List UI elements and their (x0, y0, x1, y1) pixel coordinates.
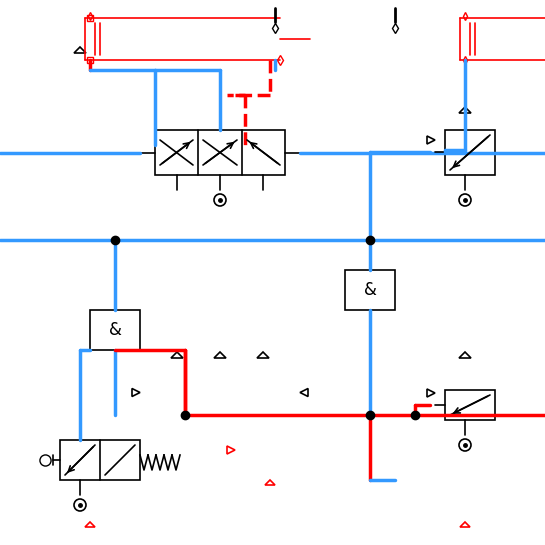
Polygon shape (74, 47, 86, 53)
Circle shape (459, 439, 471, 451)
Polygon shape (459, 352, 471, 358)
Polygon shape (132, 389, 140, 397)
Polygon shape (265, 480, 275, 485)
Polygon shape (427, 389, 435, 397)
Text: &: & (364, 281, 377, 299)
Text: &: & (108, 321, 122, 339)
Circle shape (74, 499, 86, 511)
Bar (60, 440, 140, 480)
Bar (445, 390, 495, 420)
Bar (90, 310, 140, 350)
Polygon shape (300, 389, 308, 397)
Bar (445, 130, 495, 175)
Polygon shape (257, 352, 269, 358)
Polygon shape (427, 136, 435, 144)
Bar (345, 270, 395, 310)
Polygon shape (171, 352, 183, 358)
Circle shape (459, 194, 471, 206)
Polygon shape (214, 352, 226, 358)
Polygon shape (227, 446, 235, 454)
Bar (155, 130, 285, 175)
Circle shape (214, 194, 226, 206)
Polygon shape (85, 522, 95, 527)
Polygon shape (459, 107, 471, 113)
Polygon shape (460, 522, 470, 527)
